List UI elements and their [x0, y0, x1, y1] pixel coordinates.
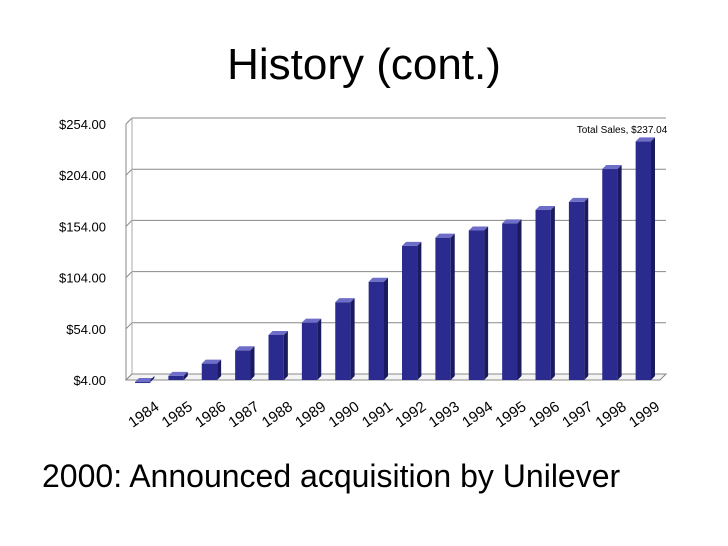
- y-tick-label: $104.00: [59, 271, 106, 286]
- data-label: Total Sales, $237.04: [577, 125, 668, 136]
- bar-side: [150, 376, 155, 383]
- x-tick-label: 1998: [592, 398, 629, 431]
- x-axis-labels: 1984198519861987198819891990199119921993…: [125, 398, 663, 431]
- bar-top: [301, 318, 322, 323]
- bar-side: [450, 233, 455, 380]
- bar-top: [602, 165, 622, 170]
- bar-top: [335, 298, 355, 303]
- x-tick-label: 1987: [225, 398, 262, 431]
- bar-side: [183, 371, 188, 380]
- y-axis: $4.00 $54.00 $104.00 $154.00 $204.00 $254.00: [59, 117, 668, 388]
- footer-text: 2000: Announced acquisition by Unilever: [42, 458, 621, 494]
- bar-side: [417, 241, 422, 380]
- bar-top: [135, 378, 155, 383]
- bar-top: [368, 277, 388, 282]
- x-tick-label: 1984: [125, 398, 162, 431]
- x-tick-label: 1999: [626, 398, 663, 431]
- bar: [368, 281, 384, 380]
- x-tick-label: 1986: [192, 398, 229, 431]
- bar-top: [502, 219, 522, 224]
- y-tick-label: $4.00: [73, 373, 106, 388]
- bar-top: [635, 137, 655, 142]
- bar: [335, 302, 351, 380]
- bar-top: [535, 206, 555, 211]
- bar-side: [517, 219, 522, 380]
- y-tick-label: $254.00: [59, 117, 106, 132]
- bar-side: [350, 298, 355, 380]
- x-tick-label: 1993: [426, 398, 463, 431]
- bar: [201, 363, 218, 380]
- bar: [301, 322, 318, 380]
- x-tick-label: 1989: [292, 398, 329, 431]
- x-tick-label: 1996: [526, 398, 563, 431]
- y-tick-label: $154.00: [59, 219, 106, 234]
- x-tick-label: 1995: [492, 398, 529, 431]
- x-tick-label: 1994: [459, 398, 496, 431]
- bar: [135, 382, 151, 384]
- bar-side: [617, 165, 622, 380]
- bar: [602, 169, 618, 380]
- bar: [502, 223, 518, 380]
- bar-side: [250, 346, 255, 380]
- bar-top: [235, 346, 255, 351]
- x-tick-label: 1985: [159, 398, 196, 431]
- bar-top: [168, 371, 188, 376]
- bar: [535, 210, 551, 380]
- bar: [168, 375, 184, 380]
- gridline-diag: [125, 220, 133, 227]
- x-tick-label: 1997: [559, 398, 596, 431]
- bars-layer: [135, 137, 655, 384]
- bar-side: [650, 137, 655, 380]
- bar: [435, 237, 451, 380]
- bar-top: [568, 197, 589, 202]
- gridline-diag: [125, 117, 133, 125]
- bar-top: [268, 330, 288, 335]
- bar: [402, 245, 418, 380]
- gridline-diag: [125, 168, 133, 176]
- bar: [235, 350, 251, 380]
- bar: [568, 201, 585, 380]
- bar-side: [484, 226, 489, 380]
- x-tick-label: 1991: [359, 398, 396, 431]
- bar-side: [584, 197, 589, 380]
- x-tick-label: 1990: [325, 398, 362, 431]
- bar-top: [201, 359, 222, 364]
- bar-side: [217, 359, 222, 380]
- x-tick-label: 1988: [259, 398, 296, 431]
- data-label-layer: Total Sales, $237.04: [577, 125, 668, 136]
- bar: [468, 230, 485, 380]
- bar-side: [283, 330, 288, 380]
- bar-top: [468, 226, 489, 231]
- bar: [268, 334, 284, 380]
- bar: [635, 141, 651, 380]
- bar-top: [435, 233, 455, 238]
- bar-top: [402, 241, 422, 246]
- gridline-diag: [125, 271, 133, 278]
- y-tick-label: $54.00: [66, 322, 106, 337]
- bar-side: [550, 206, 555, 380]
- bar-side: [317, 318, 322, 380]
- slide-title: History (cont.): [227, 40, 501, 89]
- x-tick-label: 1992: [392, 398, 429, 431]
- y-tick-label: $204.00: [59, 168, 106, 183]
- bar-side: [383, 277, 388, 380]
- gridline-diag: [125, 322, 133, 330]
